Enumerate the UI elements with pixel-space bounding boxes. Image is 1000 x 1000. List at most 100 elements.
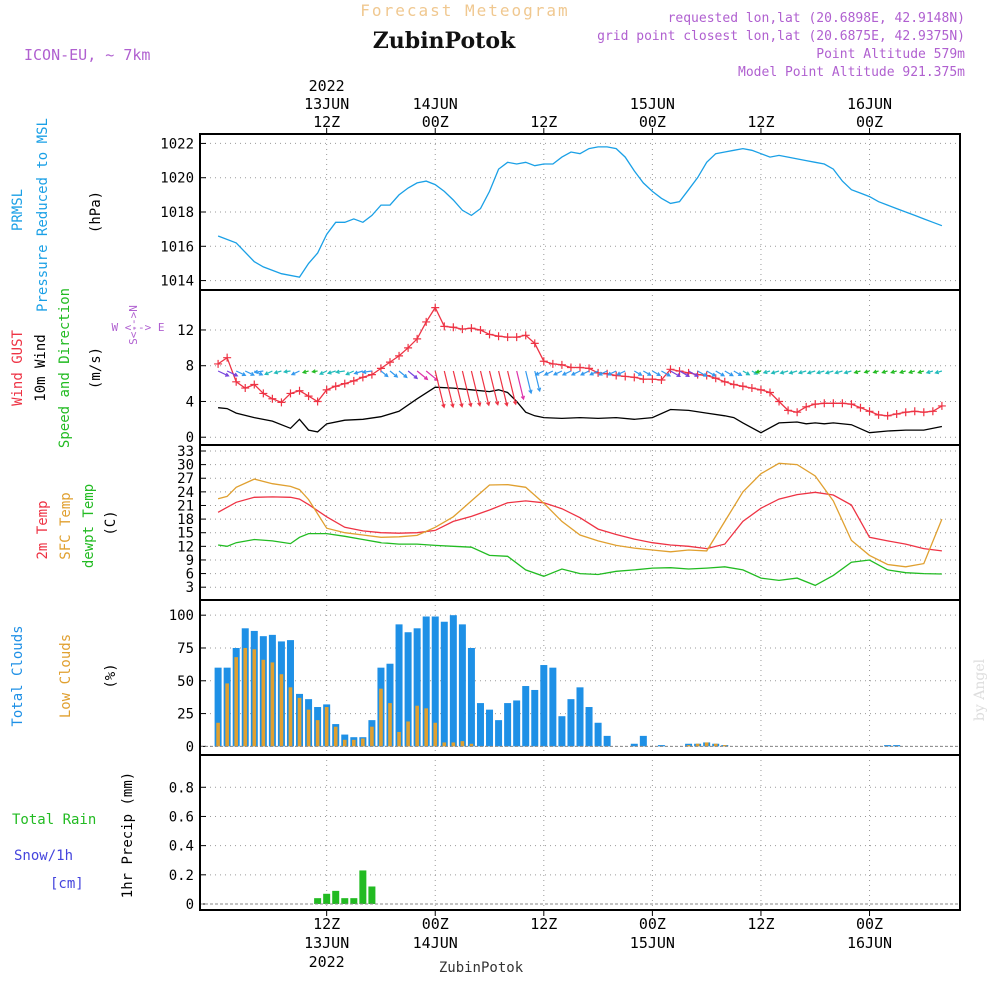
gust-marker [639,375,648,384]
gust-marker [476,325,485,334]
cloud-bar-low [388,703,392,747]
wind-direction-arrow [543,370,554,376]
cloud-bar-total [639,735,647,747]
wind-direction-arrow [715,370,726,377]
x-tick-label-top: 00Z [856,113,883,131]
cloud-bar-low [288,687,293,747]
cloud-bar-low [279,674,284,747]
gust-marker [331,382,340,391]
wind-direction-arrow [881,369,888,374]
x-tick-label-top: 12Z [313,113,340,131]
wind-direction-arrow [724,370,734,377]
x-tick-label-top: 12Z [747,113,774,131]
gust-marker [630,373,639,382]
cloud-bar-total [404,632,412,747]
wind-direction-arrow [755,369,762,374]
wind-direction-arrow [890,369,897,374]
gust-marker [467,324,476,333]
cloud-bar-total [657,745,665,747]
gust-marker [485,330,494,339]
wind-direction-arrow [461,370,473,408]
wind-direction-arrow [434,370,446,409]
series-line [217,491,942,552]
gust-marker [892,409,901,418]
gust-marker [530,339,539,348]
precip-bar [314,898,322,904]
compass-horizontal: W <--> E [112,321,165,334]
wind-direction-arrow [498,370,509,407]
cloud-bar-low [297,697,302,747]
y-axis-label: 1hr Precip (mm) [120,772,136,898]
y-tick-label: 1022 [160,136,194,152]
cloud-bar-low [370,726,374,747]
gust-marker [766,388,774,397]
cloud-bar-total [458,624,466,747]
pressure-legend: PRMSL Pressure Reduced to MSL [10,118,51,312]
x-tick-label-bottom: 15JUN [630,934,675,952]
y-tick-label: 4 [186,394,194,410]
wind-direction-arrow [579,370,590,376]
clouds-legend-low: Low Clouds [58,634,74,718]
wind-direction-arrow [706,370,717,377]
x-tick-label-bottom: 14JUN [413,934,458,952]
cloud-bar-low [270,662,275,747]
gust-marker [811,400,820,409]
gust-marker [847,400,856,409]
cloud-bar-low [442,742,447,747]
gust-marker [295,386,304,395]
cloud-bar-total [531,689,539,747]
y-tick-label: 18 [177,512,194,528]
gust-marker [585,364,594,373]
cloud-bar-low [243,647,248,747]
gust-marker [738,382,747,391]
x-tick-label-top: 13JUN [304,95,349,113]
clouds-panel: 0 25 50 75 100 (%) [103,599,961,756]
y-tick-label: 24 [177,485,194,501]
gust-marker [223,353,232,362]
wind-direction-arrow [380,370,389,378]
gust-marker [322,385,331,394]
panel-frame [199,754,961,911]
cloud-bar-low [722,745,727,747]
cloud-bar-total [585,707,593,747]
cloud-bar-low [406,721,410,747]
gust-marker [928,407,937,416]
wind-direction-arrow [908,369,915,374]
wind-direction-arrow [443,370,455,409]
wind-direction-arrow [244,370,255,376]
wind-direction-arrow [697,370,708,377]
y-tick-label: 0.4 [169,839,194,855]
cloud-bar-total [540,665,548,747]
gust-marker [666,365,675,374]
gust-marker [277,398,286,407]
cloud-bar-low [333,726,338,747]
x-tick-label-top: 14JUN [413,95,458,113]
gust-marker [910,407,919,416]
cloud-bar-low [252,649,257,747]
temp-legend-2m: 2m Temp [35,500,51,559]
cloud-bar-total [395,624,403,747]
gust-marker [820,399,829,408]
cloud-bar-low [686,745,691,747]
wind-direction-arrow [742,370,751,376]
wind-panel: 0 4 8 12 (m/s) [88,289,961,446]
gust-marker [874,410,883,419]
cloud-bar-total [214,667,222,747]
precip-bar [341,898,349,904]
x-tick-label-bottom: 12Z [747,915,774,933]
wind-direction-arrow [688,370,699,377]
wind-direction-arrow [398,370,408,379]
cloud-bar-total [449,615,457,747]
cloud-bar-low [234,657,238,747]
cloud-bar-total [884,745,892,747]
precip-panel: 0 0.2 0.4 0.6 0.8 1hr Precip (mm) [120,754,961,913]
wind-direction-arrow [570,370,581,376]
gust-marker [440,322,449,331]
wind-direction-arrow [552,370,563,376]
cloud-bar-total [504,703,512,747]
wind-direction-arrow [516,370,525,401]
wind-legend-10m: 10m Wind [33,334,49,401]
gust-marker [268,394,277,403]
precip-bar [359,870,367,904]
